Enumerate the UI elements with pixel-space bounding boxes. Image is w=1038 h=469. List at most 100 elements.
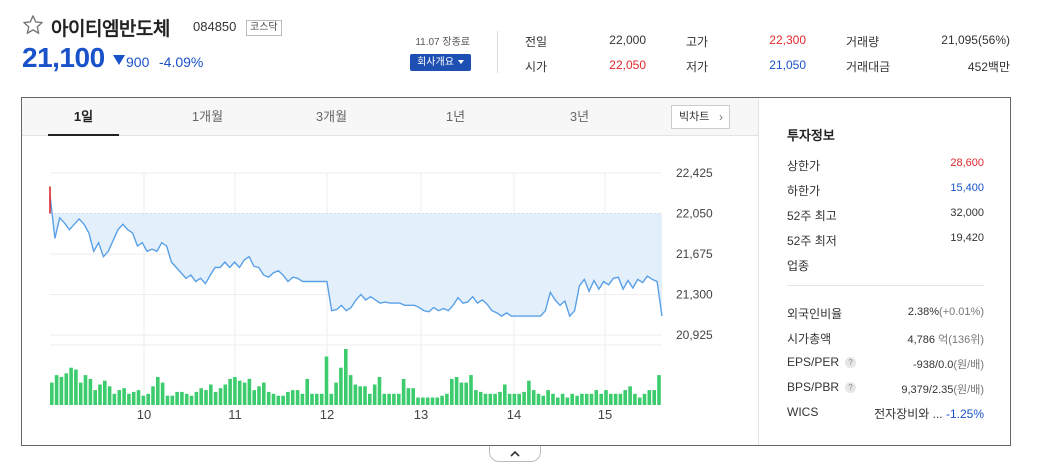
tab-1day[interactable]: 1일 (73, 109, 94, 124)
market-cap-rank: 억(136위) (938, 334, 984, 346)
volume-bar (344, 349, 348, 405)
volume-bar (218, 388, 223, 405)
invest-label-eps-per: EPS/PER? (787, 355, 857, 369)
volume-bar (160, 382, 165, 405)
volume-bar (305, 378, 309, 405)
volume-bar (131, 391, 136, 405)
side-panel-divider (758, 98, 759, 445)
volume-bar (372, 384, 377, 405)
volume-bar (286, 391, 290, 405)
volume-bar (637, 397, 642, 405)
volume-bar (498, 391, 502, 405)
volume-bar (228, 378, 232, 405)
volume-bar (392, 393, 396, 405)
volume-bar (469, 375, 473, 405)
volume-bar (266, 391, 271, 405)
quote-label-high: 고가 (686, 35, 709, 49)
volume-bar (189, 395, 194, 405)
caret-down-icon (457, 60, 464, 65)
price-line (49, 186, 663, 318)
volume-bar (363, 386, 367, 405)
y-tick-label: 21,675 (676, 247, 713, 261)
volume-bar (290, 390, 295, 405)
y-axis-ticks: 22,425 22,050 21,675 21,300 20,925 (676, 166, 713, 342)
volume-bar (397, 393, 401, 405)
volume-bar (493, 393, 497, 405)
volume-bar (430, 397, 435, 405)
volume-bar (541, 395, 546, 405)
volume-bar (233, 377, 237, 405)
volume-bar (319, 393, 324, 405)
help-icon[interactable]: ? (845, 382, 857, 394)
wics-sector-name[interactable]: 전자장비와 ... (874, 407, 943, 421)
stock-code: 084850 (193, 19, 237, 34)
volume-bar (609, 393, 613, 405)
volume-bar (589, 393, 594, 405)
y-tick-label: 22,050 (676, 207, 713, 221)
tab-3year[interactable]: 3년 (569, 109, 590, 124)
invest-value-market-cap: 4,786 억(136위) (907, 331, 984, 347)
tab-3month[interactable]: 3개월 (315, 109, 348, 124)
x-tick-label: 15 (598, 407, 612, 422)
volume-bar (329, 393, 334, 405)
price-fill (50, 195, 662, 317)
volume-bar (180, 391, 184, 405)
volume-bar (74, 369, 78, 405)
expand-toggle-button[interactable] (489, 446, 541, 462)
quote-value-low: 21,050 (769, 58, 806, 72)
volume-bar (450, 378, 454, 405)
volume-bar (184, 393, 189, 405)
market-close-date: 11.07 장종료 (415, 37, 470, 48)
volume-bar (165, 395, 170, 405)
volume-bar (334, 382, 338, 405)
volume-bar (199, 388, 203, 405)
market-cap-value: 4,786 (907, 334, 936, 346)
volume-bar (454, 377, 459, 405)
foreign-ratio-value: 2.38% (907, 306, 940, 318)
help-icon[interactable]: ? (845, 357, 857, 369)
volume-bar (83, 375, 88, 405)
x-axis-ticks: 10 11 12 13 14 15 (137, 407, 612, 422)
big-chart-button[interactable]: 빅차트 › (671, 105, 730, 129)
volume-bar (262, 382, 266, 405)
volume-bar (575, 395, 579, 405)
invest-value-foreign-ratio: 2.38%(+0.01%) (908, 306, 984, 318)
volume-bar (324, 356, 329, 405)
market-badge: 코스닥 (246, 20, 282, 36)
volume-bar (122, 388, 126, 405)
volume-bar (170, 395, 175, 405)
quote-label-trade-amount: 거래대금 (846, 60, 891, 74)
invest-value-52w-low: 19,420 (950, 232, 984, 244)
volume-bar (194, 391, 199, 405)
volume-bar (618, 393, 623, 405)
volume-bar (209, 384, 213, 405)
volume-bar (78, 382, 83, 405)
volume-bar (310, 393, 314, 405)
volume-bar (623, 390, 627, 405)
eps-per-unit: (원/배) (953, 359, 984, 371)
x-tick-label: 14 (507, 407, 521, 422)
volume-bar (416, 397, 420, 405)
favorite-star-icon[interactable] (22, 14, 44, 36)
bps-pbr-unit: (원/배) (953, 384, 984, 396)
tab-1year[interactable]: 1년 (445, 109, 466, 124)
volume-bar (584, 393, 589, 405)
tab-1month[interactable]: 1개월 (191, 109, 224, 124)
volume-bar (348, 375, 353, 405)
volume-bar (353, 384, 358, 405)
volume-bar (295, 390, 300, 405)
volume-bars (50, 349, 661, 405)
quote-value-volume: 21,095(56%) (941, 33, 1010, 47)
volume-bar (560, 393, 565, 405)
y-tick-label: 21,300 (676, 288, 713, 302)
volume-bar (445, 393, 449, 405)
company-overview-button[interactable]: 회사개요 (410, 54, 471, 71)
volume-bar (127, 393, 131, 405)
invest-value-wics[interactable]: 전자장비와 ... -1.25% (874, 405, 984, 422)
volume-bar (107, 386, 112, 405)
volume-bar (503, 384, 507, 405)
invest-value-52w-high: 32,000 (950, 207, 984, 219)
volume-bar (565, 397, 570, 405)
chart-panel (21, 97, 1011, 446)
